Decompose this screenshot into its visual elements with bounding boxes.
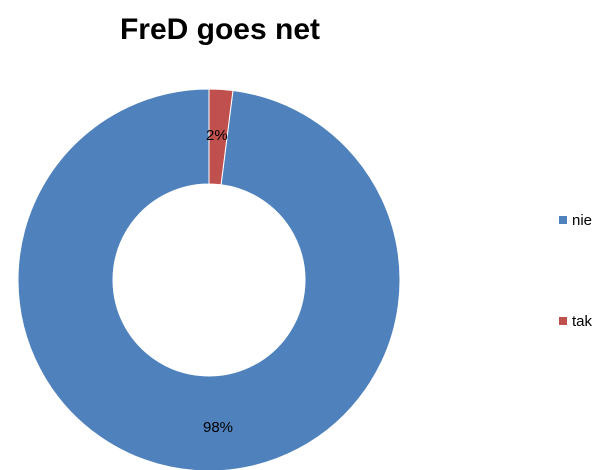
legend: nie tak [559,212,593,330]
legend-item-tak: tak [559,313,593,330]
legend-label-tak: tak [572,313,593,330]
data-labels: 98% 2% [203,127,233,436]
doughnut-slices [17,88,401,470]
slice-tak [208,88,234,186]
data-label-tak: 2% [206,127,228,144]
chart-title: FreD goes net [120,13,320,46]
legend-swatch-nie [559,216,567,224]
legend-label-nie: nie [572,212,592,229]
legend-swatch-tak [559,317,567,325]
legend-item-nie: nie [559,212,592,229]
slice-nie [17,88,401,470]
data-label-nie: 98% [203,419,233,436]
